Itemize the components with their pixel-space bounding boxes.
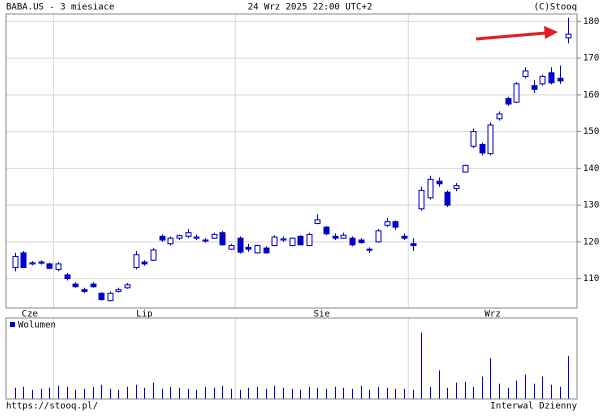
candle-body bbox=[133, 254, 140, 269]
candle-body bbox=[202, 239, 209, 242]
candle-body bbox=[38, 261, 45, 264]
legend-label: Wolumen bbox=[18, 321, 56, 331]
candle-body bbox=[306, 234, 313, 247]
y-tick-label: 140 bbox=[583, 164, 599, 174]
candle-body bbox=[557, 77, 564, 82]
candle-body bbox=[314, 219, 321, 224]
candle-body bbox=[384, 221, 391, 226]
candle-body bbox=[228, 245, 235, 250]
candle-body bbox=[427, 178, 434, 199]
y-tick-label: 110 bbox=[583, 274, 599, 284]
x-tick-label: Wrz bbox=[485, 310, 501, 320]
candle-body bbox=[141, 261, 148, 265]
candle-body bbox=[211, 234, 218, 239]
price-frame bbox=[5, 13, 578, 309]
candle-body bbox=[12, 256, 19, 269]
candle-body bbox=[392, 221, 399, 228]
source: (C)Stooq bbox=[534, 3, 577, 13]
candle-body bbox=[340, 234, 347, 239]
candle-body bbox=[237, 237, 244, 253]
candle-body bbox=[375, 230, 382, 243]
plot-layer: 110 120 130 140 150 160 170 180 Cze Lip Sie Wrz bbox=[5, 14, 599, 399]
candle-body bbox=[90, 283, 97, 288]
candle-body bbox=[289, 237, 296, 247]
candle-body bbox=[522, 70, 529, 77]
candle-body bbox=[81, 289, 88, 292]
candle-body bbox=[124, 284, 131, 289]
candle-body bbox=[496, 113, 503, 120]
candle-body bbox=[539, 75, 546, 85]
candle-body bbox=[185, 232, 192, 237]
candle-body bbox=[462, 164, 469, 173]
candle-body bbox=[470, 131, 477, 147]
candle-body bbox=[548, 72, 555, 84]
candle-body bbox=[176, 235, 183, 239]
candle-body bbox=[72, 283, 79, 288]
candle-body bbox=[64, 274, 71, 280]
candle-body bbox=[55, 263, 62, 270]
candle-body bbox=[245, 246, 252, 250]
legend-swatch bbox=[10, 322, 15, 327]
candle-body bbox=[263, 247, 270, 254]
x-tick-label: Cze bbox=[22, 310, 38, 320]
candle-body bbox=[98, 292, 105, 301]
chart-title: BABA.US - 3 miesiace bbox=[6, 3, 114, 13]
candle-body bbox=[115, 289, 122, 292]
annotation-arrowhead bbox=[544, 26, 558, 39]
chart-subtitle: 24 Wrz 2025 22:00 UTC+2 bbox=[248, 3, 373, 13]
candle-body bbox=[410, 243, 417, 247]
y-tick-label: 170 bbox=[583, 54, 599, 64]
interval: Interwal Dzienny bbox=[490, 402, 577, 412]
candle-body bbox=[565, 33, 572, 39]
x-tick-label: Lip bbox=[136, 310, 152, 320]
candle-body bbox=[349, 237, 356, 246]
candle-body bbox=[323, 226, 330, 235]
y-tick-label: 130 bbox=[583, 201, 599, 211]
x-tick-label: Sie bbox=[314, 310, 330, 320]
candle-body bbox=[29, 262, 36, 265]
candle-body bbox=[107, 292, 114, 302]
y-tick-label: 120 bbox=[583, 237, 599, 247]
candle-body bbox=[479, 143, 486, 154]
candle-body bbox=[513, 83, 520, 103]
candle-body bbox=[20, 252, 27, 269]
candle-body bbox=[193, 236, 200, 239]
candle-body bbox=[219, 232, 226, 246]
candle-body bbox=[436, 180, 443, 185]
candle-body bbox=[444, 191, 451, 206]
candle-body bbox=[167, 237, 174, 245]
candle-body bbox=[280, 238, 287, 241]
y-tick-label: 160 bbox=[583, 90, 599, 100]
annotation-arrow bbox=[475, 31, 547, 41]
candle-body bbox=[453, 185, 460, 190]
y-tick-label: 150 bbox=[583, 127, 599, 137]
y-tick-label: 180 bbox=[583, 17, 599, 27]
candle-body bbox=[358, 239, 365, 244]
candle-body bbox=[150, 249, 157, 261]
candle-body bbox=[531, 85, 538, 90]
url: https://stooq.pl/ bbox=[6, 402, 98, 412]
volume-frame bbox=[5, 317, 578, 400]
candle-body bbox=[332, 235, 339, 239]
candle-body bbox=[401, 235, 408, 239]
candle-body bbox=[271, 236, 278, 247]
candle-body bbox=[159, 235, 166, 241]
candle-body bbox=[487, 124, 494, 155]
candle-body bbox=[366, 248, 373, 251]
candle-body bbox=[418, 189, 425, 210]
candle-body bbox=[254, 245, 261, 254]
candle-body bbox=[46, 263, 53, 269]
candle-body bbox=[297, 235, 304, 246]
candle-body bbox=[505, 98, 512, 105]
